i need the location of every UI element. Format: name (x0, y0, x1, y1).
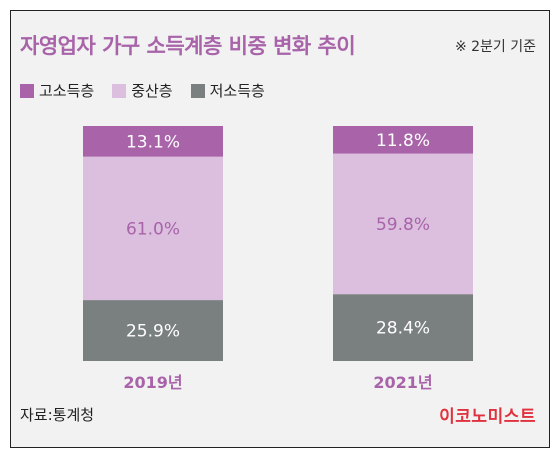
category-label-0: 2019년 (123, 373, 182, 392)
brand-logo: 이코노미스트 (439, 407, 536, 427)
chart-note: ※ 2분기 기준 (454, 39, 536, 55)
legend-item-middle: 중산층 (112, 80, 173, 101)
legend-item-low: 저소득층 (190, 80, 265, 101)
data-label-middle-0: 61.0% (126, 219, 180, 239)
legend-item-high: 고소득층 (20, 80, 94, 101)
bar-segment-high-0 (83, 126, 223, 157)
source-note: 자료:통계청 (20, 406, 95, 424)
chart-title: 자영업자 가구 소득계층 비중 변화 추이 (20, 34, 356, 58)
legend-swatch-low (190, 83, 205, 98)
data-label-low-0: 25.9% (126, 322, 180, 342)
category-label-1: 2021년 (373, 373, 432, 392)
legend-swatch-high (20, 83, 34, 98)
bar-segment-high-1 (333, 126, 473, 154)
legend-label-high: 고소득층 (39, 82, 95, 100)
legend-label-low: 저소득층 (209, 82, 265, 100)
legend: 고소득층 중산층 저소득층 (20, 80, 265, 101)
bar-segment-low-1 (333, 294, 473, 361)
legend-label-middle: 중산층 (131, 82, 173, 100)
data-label-middle-1: 59.8% (376, 215, 430, 235)
legend-swatch-middle (112, 83, 127, 98)
data-label-high-0: 13.1% (126, 132, 180, 152)
bar-segment-middle-1 (333, 153, 473, 295)
data-label-low-1: 28.4% (376, 319, 430, 339)
bar-segment-low-0 (83, 300, 223, 361)
bar-segment-middle-0 (83, 156, 223, 301)
data-label-high-1: 11.8% (376, 131, 430, 151)
